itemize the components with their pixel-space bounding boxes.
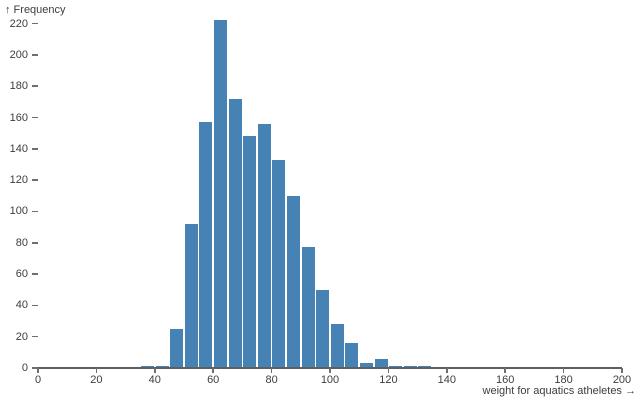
histogram-bar [286,195,301,368]
x-tick-mark [270,368,273,373]
histogram-bar [184,223,198,368]
y-tick-mark [32,54,38,56]
histogram-bar [257,123,271,368]
y-tick: 180 [0,79,38,93]
x-tick-label: 140 [437,374,456,386]
y-tick-label: 180 [9,80,28,93]
x-tick-mark [154,368,156,373]
histogram-bar [330,324,344,368]
y-tick-mark [32,242,38,244]
y-tick: 160 [0,111,38,125]
y-tick-mark [32,22,38,25]
y-tick-label: 0 [21,362,28,374]
histogram-bar [213,20,228,368]
x-tick-mark [329,368,331,373]
y-tick-label: 100 [9,205,28,218]
y-tick-label: 120 [9,174,28,187]
x-tick-mark [621,368,623,373]
x-tick-mark [387,368,390,373]
y-tick-label: 20 [15,330,28,343]
x-tick-label: 120 [379,374,398,386]
histogram-bar [359,363,374,368]
histogram-bar [243,136,257,368]
x-tick-mark [446,368,448,373]
y-tick: 120 [0,173,38,187]
x-tick-mark [562,368,565,373]
y-tick-label: 40 [15,299,28,312]
y-tick-label: 220 [9,17,28,30]
histogram-bar [272,159,286,368]
x-tick-mark [37,368,39,373]
y-tick: 60 [0,267,38,281]
x-tick-label: 40 [148,374,161,386]
y-tick: 200 [0,48,38,62]
x-tick-label: 200 [612,374,632,386]
histogram-bar [345,342,359,368]
y-tick-mark [32,148,38,150]
y-tick: 80 [0,236,38,250]
y-tick-mark [32,179,38,181]
x-tick-label: 20 [90,374,103,386]
y-tick-mark [32,335,38,338]
x-tick-label: 160 [496,374,515,386]
y-tick: 0 [0,361,38,375]
x-tick-label: 80 [265,374,278,386]
histogram-bar [170,328,184,368]
x-tick-label: 100 [320,374,340,386]
y-tick: 20 [0,330,38,344]
x-tick-mark [212,368,214,373]
histogram-bar [316,289,330,368]
x-tick-label: 0 [34,374,42,386]
y-tick-mark [32,273,38,275]
y-tick-label: 200 [9,48,28,61]
y-tick-mark [32,210,38,213]
x-tick-mark [95,368,98,373]
x-tick-mark [504,368,506,373]
y-tick-mark [32,367,38,369]
y-tick-label: 80 [15,236,28,249]
y-tick: 100 [0,204,38,218]
y-tick: 140 [0,142,38,156]
x-tick-label: 60 [207,374,220,386]
x-axis-line [38,367,622,369]
y-axis-title: ↑ Frequency [5,4,66,16]
y-tick: 40 [0,298,38,312]
histogram-bar [374,358,388,368]
y-tick-label: 60 [15,268,28,281]
x-axis-title: weight for aquatics atheletes → [482,385,636,397]
y-tick: 220 [0,17,38,31]
histogram-bar [199,122,213,368]
y-tick-label: 140 [9,142,28,155]
y-tick-mark [32,116,38,119]
y-tick-label: 160 [9,111,28,124]
y-tick-mark [32,85,38,87]
y-tick-mark [32,304,38,307]
histogram-bar [228,98,242,368]
histogram-bar [301,247,315,368]
x-tick-label: 180 [554,374,573,386]
